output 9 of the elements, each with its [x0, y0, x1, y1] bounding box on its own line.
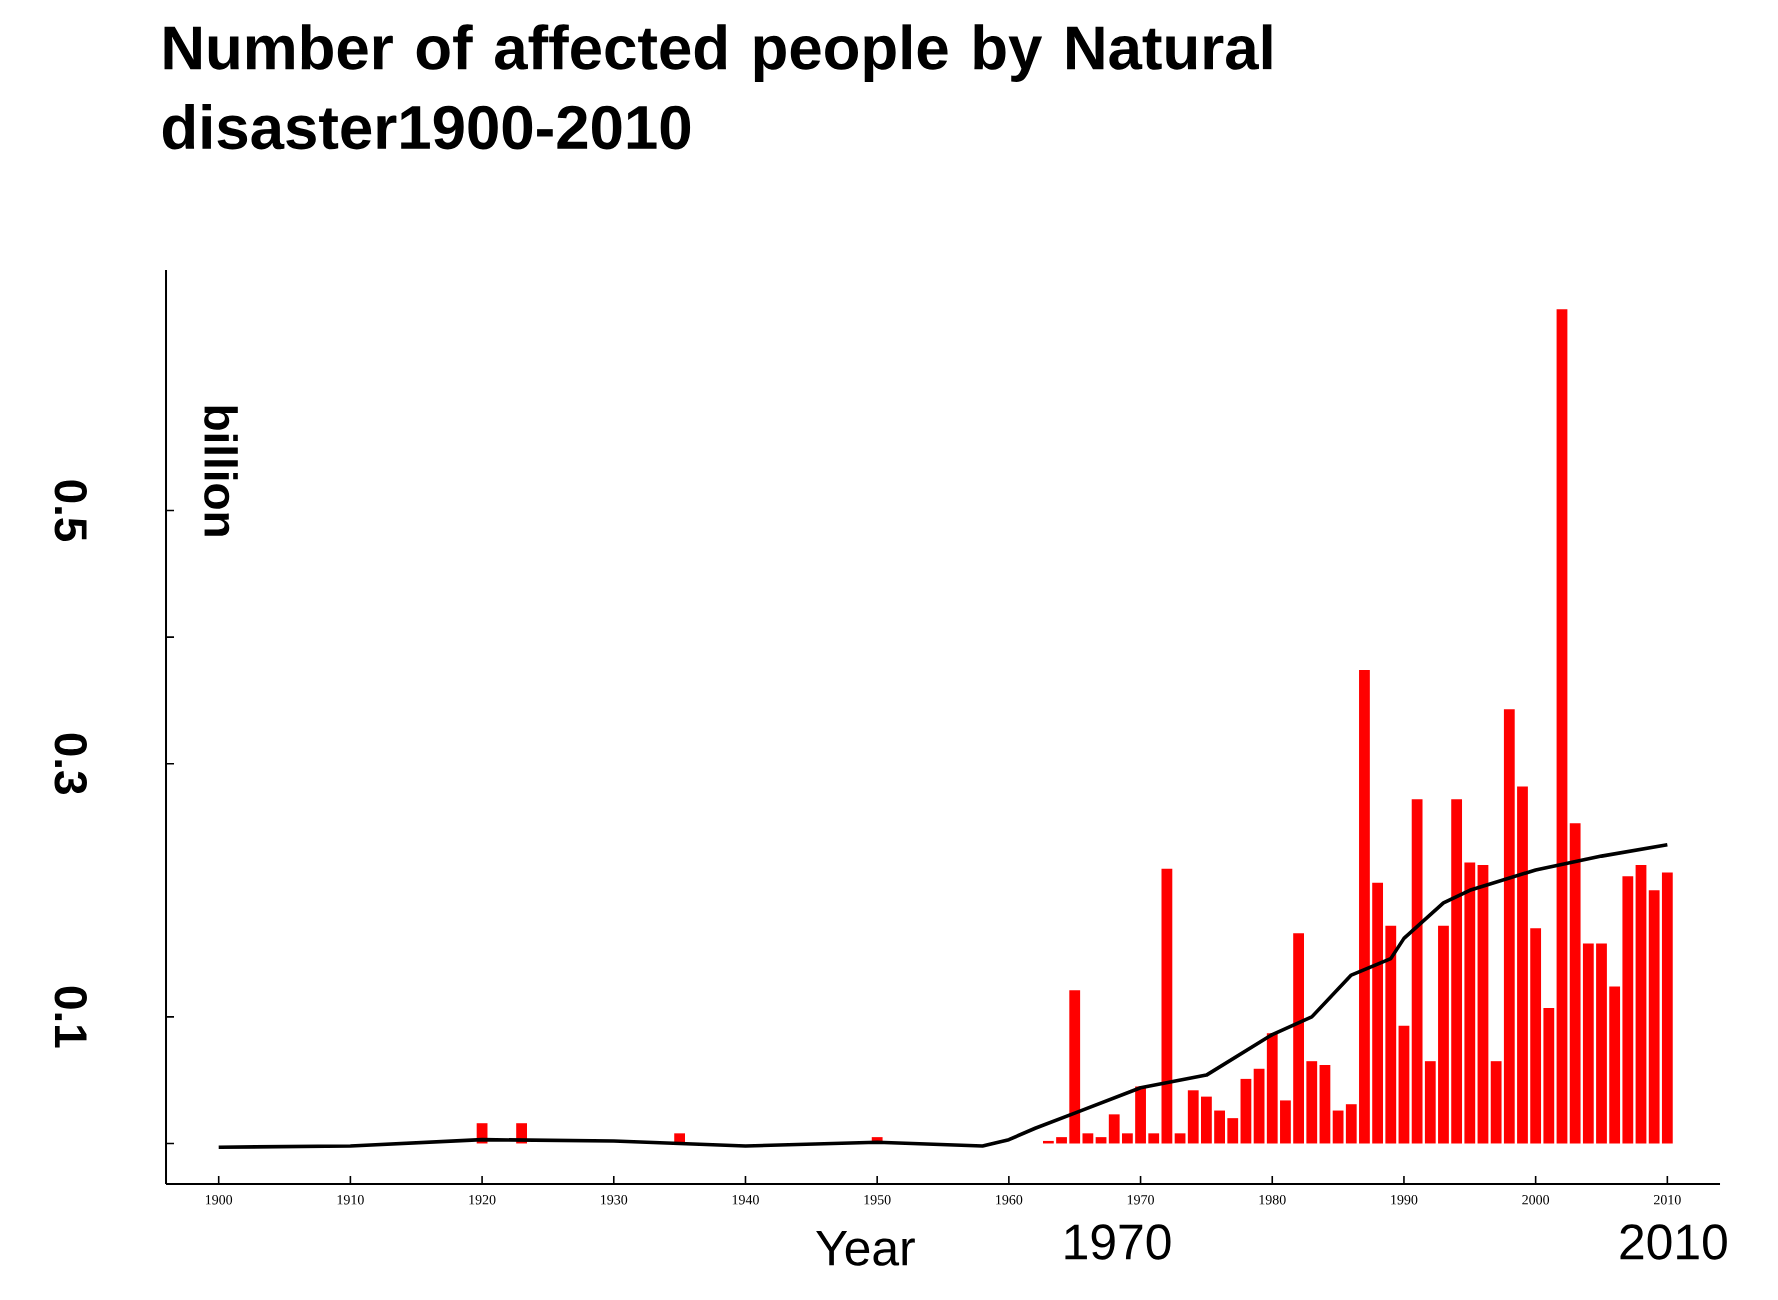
y-tick-label: 0.1: [54, 986, 87, 1048]
x-axis-title: Year: [816, 1231, 915, 1266]
y-tick-label: 0.5: [54, 480, 87, 542]
text: 1970: [1065, 1224, 1171, 1260]
chart-title: Number of affected people by Natural disaster1900-2010: [162, 24, 1272, 150]
y-tick-label: 0.3: [54, 733, 87, 794]
y-axis-title: billion: [204, 406, 238, 536]
text: 2010: [1620, 1224, 1727, 1260]
line-series: [216, 842, 1670, 1150]
